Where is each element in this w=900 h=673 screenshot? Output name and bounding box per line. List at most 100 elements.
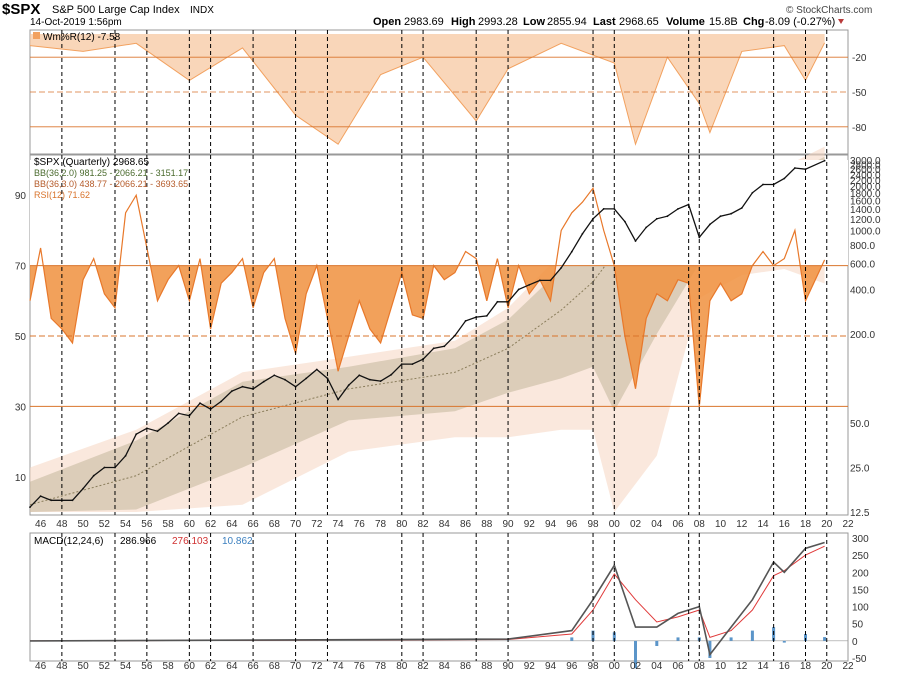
spx-price-point [730, 212, 732, 215]
spx-price-point [305, 377, 308, 380]
spx-price-point [454, 334, 456, 337]
x-axis-label: 16 [779, 519, 791, 530]
spx-price-point [315, 368, 318, 371]
x-axis-label: 14 [757, 661, 769, 672]
x-axis-label: 82 [418, 661, 430, 672]
x-axis-label: 18 [800, 519, 812, 530]
spx-price-point [167, 422, 170, 424]
spx-price-point [794, 167, 796, 169]
spx-price-point [199, 402, 201, 405]
x-axis-label: 82 [418, 519, 430, 530]
change-label: Chg [743, 16, 764, 28]
macd-axis-label: 100 [852, 603, 869, 614]
x-axis-label: 96 [566, 661, 578, 672]
x-axis-label: 54 [120, 519, 132, 530]
x-axis-label: 50 [78, 661, 90, 672]
willr-axis-label: -20 [852, 53, 867, 64]
spx-price-point [581, 233, 584, 235]
x-axis-label: 48 [56, 519, 68, 530]
willr-axis-label: -80 [852, 123, 867, 134]
spx-price-point [624, 220, 626, 223]
spx-price-point [740, 207, 743, 209]
price-axis-label: 800.0 [850, 241, 875, 252]
macd-axis-label: 200 [852, 568, 869, 579]
spx-price-point [432, 347, 435, 350]
x-axis-label: 04 [651, 519, 663, 530]
macd-axis-label: 300 [852, 534, 869, 545]
spx-price-point [666, 215, 669, 218]
spx-price-point [273, 374, 276, 377]
x-axis-label: 48 [56, 661, 68, 672]
x-axis-label: 08 [694, 519, 706, 530]
spx-price-point [156, 430, 159, 433]
ohlc-low-label: Low [523, 16, 545, 28]
x-axis-label: 08 [694, 661, 706, 672]
hist-legend-value: 10.862 [222, 536, 253, 547]
spx-price-point [496, 300, 499, 303]
x-axis-label: 64 [226, 661, 238, 672]
symbol: $SPX [2, 1, 40, 18]
spx-price-point [602, 208, 605, 210]
spx-price-point [39, 495, 42, 497]
spx-price-point [103, 466, 106, 469]
macd-legend: MACD(12,24,6) 286.966 276.103 10.862 [34, 536, 253, 547]
x-axis-label: 80 [396, 519, 408, 530]
spx-price-point [634, 240, 637, 242]
rsi-axis-label: 90 [15, 191, 27, 202]
x-axis-label: 76 [354, 519, 366, 530]
x-axis-label: 46 [35, 519, 47, 530]
ohlc-open: 2983.69 [404, 16, 444, 28]
spx-price-point [560, 266, 563, 269]
bb3-legend-text: BB(36,3.0) 438.77 - 2066.21 - 3693.65 [34, 179, 188, 189]
willr-axis-label: -50 [852, 88, 867, 99]
macd-histogram-bar [676, 637, 680, 641]
down-arrow-icon [838, 19, 844, 24]
ohlc-last-label: Last [593, 16, 616, 28]
x-axis-label: 98 [587, 519, 599, 530]
price-legend: $SPX (Quarterly) 2968.65 BB(36,2.0) 981.… [34, 157, 188, 200]
x-axis-label: 64 [226, 519, 238, 530]
x-axis-label: 14 [757, 519, 769, 530]
price-axis-label: 2200.0 [850, 176, 881, 187]
spx-price-point [114, 466, 116, 469]
x-axis-label: 92 [524, 519, 536, 530]
spx-price-point [82, 487, 84, 490]
price-axis-label: 2000.0 [850, 182, 881, 193]
spx-price-point [29, 506, 31, 508]
macd-axis-label: 50 [852, 620, 864, 631]
x-axis-label: 62 [205, 661, 217, 672]
signal-legend-value: 276.103 [172, 536, 209, 547]
x-axis-label: 76 [354, 661, 366, 672]
x-axis-label: 86 [460, 519, 472, 530]
x-axis-label: 54 [120, 661, 132, 672]
spx-price-point [262, 380, 265, 383]
price-axis-label: 25.0 [850, 463, 870, 474]
x-axis-label: 00 [609, 661, 621, 672]
x-axis-label: 86 [460, 661, 472, 672]
x-axis-label: 22 [842, 661, 854, 672]
willr-legend-text: Wm%R(12) -7.58 [43, 32, 121, 43]
price-axis-label: 2600.0 [850, 165, 881, 176]
spx-price-point [570, 250, 573, 253]
x-axis-label: 68 [269, 661, 281, 672]
x-axis-label: 78 [375, 661, 387, 672]
spx-price-point [823, 159, 826, 162]
volume-label: Volume [666, 16, 705, 28]
ohlc-high: 2993.28 [478, 16, 518, 28]
spx-price-point [485, 315, 488, 317]
spx-price-point [613, 208, 616, 210]
x-axis-label: 88 [481, 519, 493, 530]
spx-price-point [241, 385, 244, 388]
x-axis-label: 98 [587, 661, 599, 672]
x-axis-label: 74 [333, 519, 345, 530]
chart-date: 14-Oct-2019 1:56pm [30, 17, 122, 28]
rsi-axis-label: 70 [15, 262, 27, 273]
x-axis-label: 70 [290, 661, 302, 672]
macd-histogram-bar [570, 637, 574, 641]
x-axis-label: 02 [630, 661, 642, 672]
spx-price-point [358, 374, 361, 377]
x-axis-label: 90 [502, 661, 514, 672]
macd-axis-label: -50 [852, 654, 867, 665]
spx-price-point [783, 177, 786, 180]
x-axis-label: 16 [779, 661, 791, 672]
